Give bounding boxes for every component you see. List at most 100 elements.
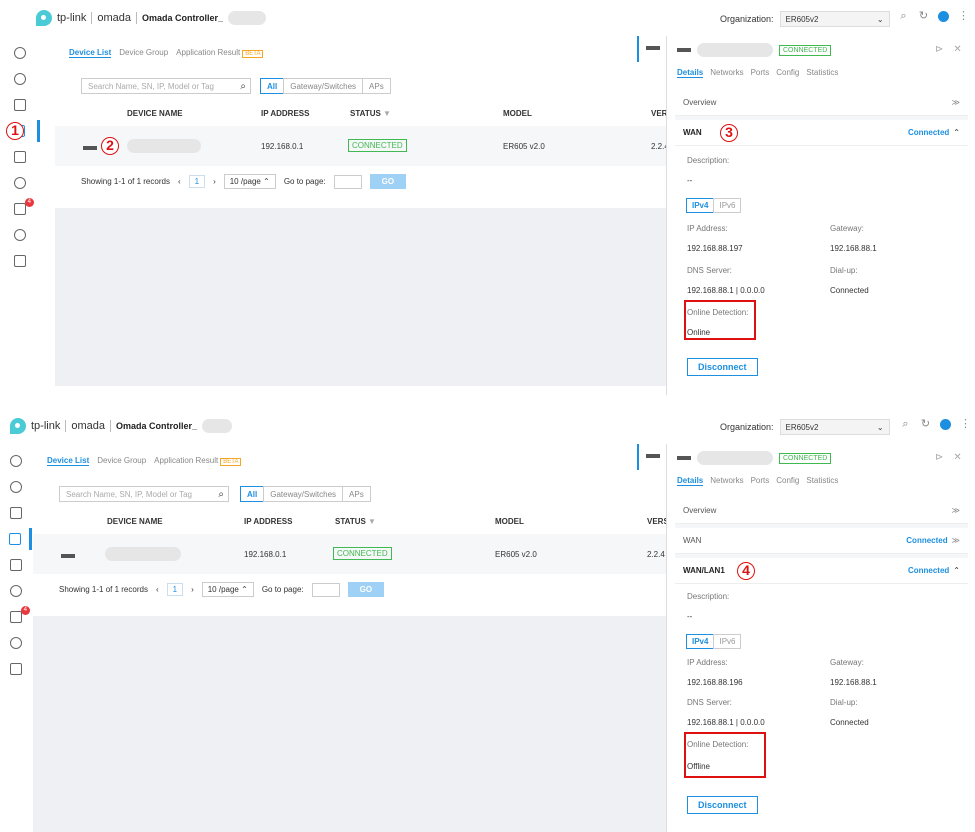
tab-details[interactable]: Details bbox=[677, 68, 704, 78]
tab-config[interactable]: Config bbox=[776, 68, 800, 77]
filter-all[interactable]: All bbox=[240, 486, 265, 502]
organization-selector[interactable]: Organization: ER605v2 ⌄ bbox=[720, 11, 890, 27]
filter-gateway-switches[interactable]: Gateway/Switches bbox=[263, 486, 344, 502]
disconnect-button[interactable]: Disconnect bbox=[687, 358, 758, 376]
col-model[interactable]: MODEL bbox=[503, 109, 532, 118]
col-device-name[interactable]: DEVICE NAME bbox=[107, 517, 163, 526]
sidebar-item-map[interactable] bbox=[0, 94, 40, 116]
screenshot-bottom: tp-link omada Omada Controller_ Organiza… bbox=[0, 408, 975, 832]
filter-icon[interactable]: ▼ bbox=[383, 109, 391, 118]
user-icon[interactable] bbox=[938, 11, 949, 22]
per-page-select[interactable]: 10 /page ⌃ bbox=[201, 582, 254, 597]
goto-page-input[interactable] bbox=[333, 174, 362, 189]
tab-ports[interactable]: Ports bbox=[750, 68, 770, 77]
next-page-icon[interactable]: › bbox=[213, 177, 216, 186]
col-status[interactable]: STATUS ▼ bbox=[350, 109, 391, 118]
wan-section-collapsed[interactable]: WAN Connected ≫ bbox=[675, 528, 968, 554]
tab-statistics[interactable]: Statistics bbox=[806, 476, 839, 485]
tab-application-result[interactable]: Application Result BETA bbox=[176, 48, 264, 58]
sidebar-item-tools[interactable] bbox=[0, 224, 40, 246]
sidebar-item-dashboard[interactable] bbox=[0, 42, 40, 64]
tab-networks[interactable]: Networks bbox=[710, 476, 744, 485]
sidebar-item-logs[interactable]: 4 bbox=[0, 198, 40, 220]
goto-page-input[interactable] bbox=[311, 582, 340, 597]
collapse-icon[interactable]: ⊳ bbox=[935, 452, 944, 463]
filter-icon[interactable]: ▼ bbox=[368, 517, 376, 526]
search-input[interactable]: Search Name, SN, IP, Model or Tag ⌕ bbox=[81, 78, 251, 94]
col-model[interactable]: MODEL bbox=[495, 517, 524, 526]
table-row[interactable]: 192.168.0.1 CONNECTED ER605 v2.0 2.2.4 bbox=[33, 534, 678, 574]
go-button[interactable]: GO bbox=[369, 174, 407, 189]
overview-section[interactable]: Overview ≫ bbox=[675, 498, 968, 524]
ipv6-tab[interactable]: IPv6 bbox=[713, 634, 742, 649]
go-button[interactable]: GO bbox=[347, 582, 385, 597]
ipv4-tab[interactable]: IPv4 bbox=[686, 634, 715, 649]
filter-aps[interactable]: APs bbox=[362, 78, 391, 94]
tab-config[interactable]: Config bbox=[776, 476, 800, 485]
tab-device-group[interactable]: Device Group bbox=[97, 456, 147, 465]
org-dropdown[interactable]: ER605v2 ⌄ bbox=[779, 419, 890, 435]
more-icon[interactable]: ⋮ bbox=[958, 10, 969, 22]
sidebar-item-insight[interactable] bbox=[0, 580, 32, 602]
close-icon[interactable]: ✕ bbox=[953, 44, 962, 55]
sidebar-item-reports[interactable] bbox=[0, 658, 32, 680]
sidebar-item-map[interactable] bbox=[0, 502, 32, 524]
tab-device-list[interactable]: Device List bbox=[47, 456, 90, 466]
filter-gateway-switches[interactable]: Gateway/Switches bbox=[283, 78, 364, 94]
disconnect-button[interactable]: Disconnect bbox=[687, 796, 758, 814]
collapse-icon[interactable]: ⊳ bbox=[935, 44, 944, 55]
sidebar-item-logs[interactable]: 4 bbox=[0, 606, 32, 628]
close-icon[interactable]: ✕ bbox=[953, 452, 962, 463]
tab-details[interactable]: Details bbox=[677, 476, 704, 486]
col-ip-address[interactable]: IP ADDRESS bbox=[261, 109, 310, 118]
table-row[interactable]: 2 192.168.0.1 CONNECTED ER605 v2.0 2.2.4 bbox=[55, 126, 675, 166]
user-icon[interactable] bbox=[940, 419, 951, 430]
next-page-icon[interactable]: › bbox=[191, 585, 194, 594]
sidebar-item-statistics[interactable] bbox=[0, 476, 32, 498]
panel-actions: ⊳ ✕ bbox=[935, 44, 962, 55]
col-version[interactable]: VERS bbox=[651, 109, 673, 118]
org-dropdown[interactable]: ER605v2 ⌄ bbox=[779, 11, 890, 27]
search-icon[interactable]: ⌕ bbox=[900, 10, 907, 22]
page-number[interactable]: 1 bbox=[166, 583, 184, 596]
wan-section-header[interactable]: WAN Connected ⌃ bbox=[675, 120, 968, 146]
col-ip-address[interactable]: IP ADDRESS bbox=[244, 517, 293, 526]
tab-ports[interactable]: Ports bbox=[750, 476, 770, 485]
search-icon[interactable]: ⌕ bbox=[240, 81, 246, 92]
page-number[interactable]: 1 bbox=[188, 175, 206, 188]
refresh-icon[interactable]: ↻ bbox=[920, 418, 931, 430]
tab-networks[interactable]: Networks bbox=[710, 68, 744, 77]
filter-aps[interactable]: APs bbox=[342, 486, 371, 502]
sidebar-item-insight[interactable] bbox=[0, 172, 40, 194]
prev-page-icon[interactable]: ‹ bbox=[155, 585, 159, 594]
prev-page-icon[interactable]: ‹ bbox=[177, 177, 181, 186]
sidebar-item-devices[interactable] bbox=[0, 528, 32, 550]
tab-statistics[interactable]: Statistics bbox=[806, 68, 839, 77]
redacted-device-name bbox=[697, 43, 773, 57]
ipv6-tab[interactable]: IPv6 bbox=[713, 198, 742, 213]
ipv4-tab[interactable]: IPv4 bbox=[686, 198, 715, 213]
sidebar-item-dashboard[interactable] bbox=[0, 450, 32, 472]
organization-selector[interactable]: Organization: ER605v2 ⌄ bbox=[720, 419, 890, 435]
main-area: Device List Device Group Application Res… bbox=[33, 444, 678, 832]
tab-application-result[interactable]: Application Result BETA bbox=[154, 456, 242, 466]
col-status[interactable]: STATUS ▼ bbox=[335, 517, 376, 526]
col-device-name[interactable]: DEVICE NAME bbox=[127, 109, 183, 118]
more-icon[interactable]: ⋮ bbox=[960, 418, 971, 430]
per-page-select[interactable]: 10 /page ⌃ bbox=[223, 174, 276, 189]
search-input[interactable]: Search Name, SN, IP, Model or Tag ⌕ bbox=[59, 486, 229, 502]
sidebar-item-clients[interactable] bbox=[0, 554, 32, 576]
overview-section[interactable]: Overview ≫ bbox=[675, 90, 968, 116]
search-icon[interactable]: ⌕ bbox=[902, 418, 909, 430]
refresh-icon[interactable]: ↻ bbox=[918, 10, 929, 22]
tab-device-group[interactable]: Device Group bbox=[119, 48, 169, 57]
search-icon[interactable]: ⌕ bbox=[218, 489, 224, 500]
col-version[interactable]: VERS bbox=[647, 517, 669, 526]
sidebar-item-tools[interactable] bbox=[0, 632, 32, 654]
tab-device-list[interactable]: Device List bbox=[69, 48, 112, 58]
sidebar-item-clients[interactable] bbox=[0, 146, 40, 168]
sidebar-item-statistics[interactable] bbox=[0, 68, 40, 90]
sidebar-item-reports[interactable] bbox=[0, 250, 40, 272]
wan-lan1-section-header[interactable]: WAN/LAN1 Connected ⌃ bbox=[675, 558, 968, 584]
filter-all[interactable]: All bbox=[260, 78, 285, 94]
